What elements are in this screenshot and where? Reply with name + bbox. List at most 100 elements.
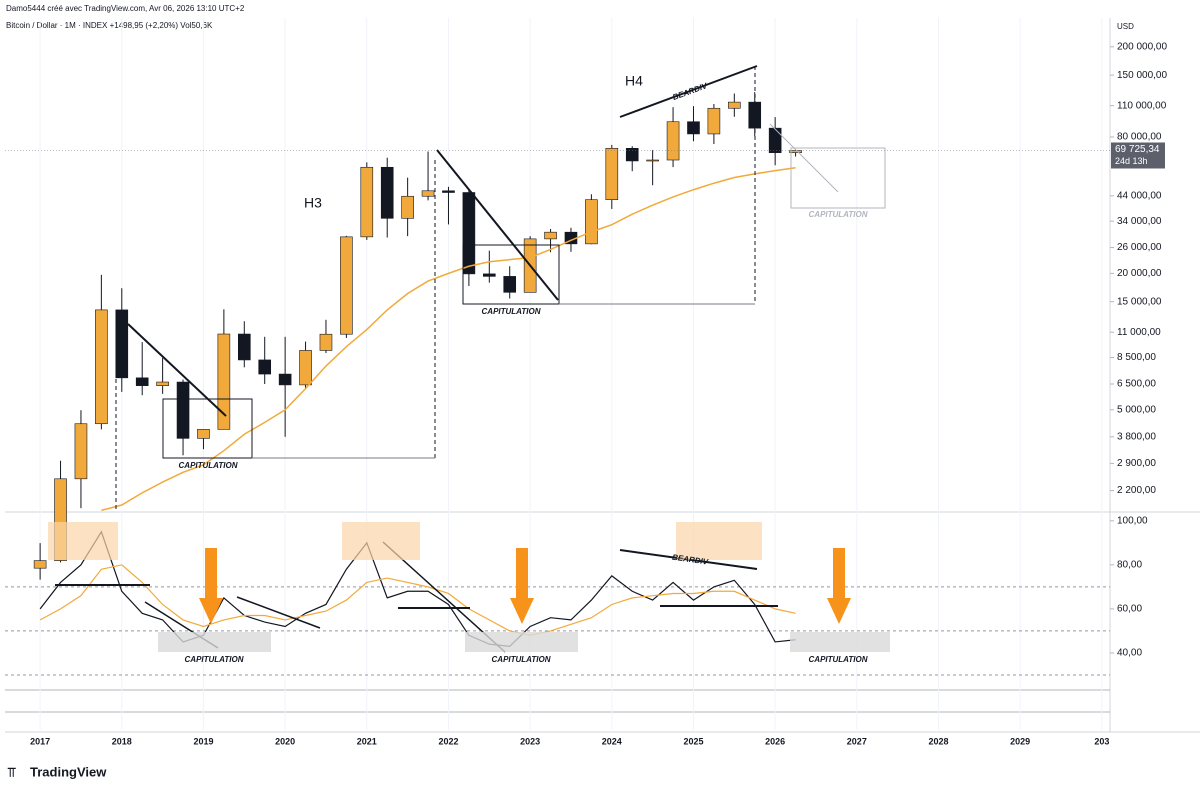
currency: USD (1117, 22, 1134, 31)
y-tick-label: 100,00 (1117, 515, 1148, 526)
trend-line (769, 123, 839, 193)
logo-mark: ⫪ (8, 764, 15, 779)
annotation: CAPITULATION (185, 655, 244, 664)
candle-body (421, 190, 435, 197)
trend-line (436, 149, 559, 301)
candle-body (299, 350, 312, 386)
annotation: H3 (304, 195, 322, 211)
candle-body (380, 166, 394, 219)
x-tick-label: 2020 (275, 736, 295, 746)
x-tick-label: 2027 (847, 736, 867, 746)
moving-average (101, 167, 796, 512)
candle-body (462, 192, 476, 275)
y-tick-label: 11 000,00 (1117, 327, 1161, 338)
y-tick-label: 2 200,00 (1117, 485, 1156, 496)
x-tick-label: 2021 (357, 736, 377, 746)
oscillator-line (39, 564, 796, 636)
candle-body (789, 150, 802, 153)
y-tick-label: 110 000,00 (1117, 100, 1167, 111)
arrow (199, 548, 223, 624)
annotation: H4 (625, 73, 643, 89)
y-tick-label: 200 000,00 (1117, 41, 1167, 52)
y-tick-label: 5 000,00 (1117, 404, 1156, 415)
x-tick-label: 2022 (438, 736, 458, 746)
annotation: CAPITULATION (482, 307, 541, 316)
candle-body (340, 236, 353, 335)
y-tick-label: 40,00 (1117, 648, 1142, 659)
candle-body (687, 121, 700, 135)
y-tick-label: 150 000,00 (1117, 70, 1167, 81)
y-tick-label: 44 000,00 (1117, 190, 1162, 201)
x-tick-label: 2028 (928, 736, 948, 746)
candle-body (156, 381, 169, 386)
annotation: CAPITULATION (179, 461, 238, 470)
candle-body (176, 381, 190, 439)
annotation: CAPITULATION (492, 655, 551, 664)
arrow (510, 548, 534, 624)
candle-body (728, 101, 741, 109)
candle-body (625, 147, 639, 162)
trend-line (619, 65, 758, 118)
zone (342, 522, 420, 560)
countdown-label: 24d 13h (1115, 156, 1148, 166)
y-tick-label: 15 000,00 (1117, 296, 1162, 307)
candle-body (237, 333, 251, 361)
x-tick-label: 2023 (520, 736, 540, 746)
candle-body (95, 309, 108, 425)
y-tick-label: 34 000,00 (1117, 216, 1162, 227)
candle-body (707, 107, 721, 135)
candle-body (442, 190, 455, 193)
x-tick-label: 2017 (30, 736, 50, 746)
candle-body (135, 377, 149, 386)
y-tick-label: 3 800,00 (1117, 431, 1156, 442)
y-tick-label: 80 000,00 (1117, 132, 1162, 143)
x-tick-label: 2018 (112, 736, 132, 746)
candle-body (503, 276, 517, 293)
candle-body (605, 147, 619, 200)
author-line: Damo5444 créé avec TradingView.com, Avr … (6, 4, 245, 13)
candle-body (483, 273, 496, 277)
candle-body (258, 359, 272, 375)
y-tick-label: 20 000,00 (1117, 268, 1162, 279)
y-tick-label: 80,00 (1117, 559, 1142, 570)
last-price-tag (1111, 142, 1165, 169)
annotation: CAPITULATION (809, 655, 868, 664)
candle-body (360, 166, 374, 238)
candle-body (319, 333, 333, 351)
candle-body (646, 159, 659, 162)
candle-body (197, 429, 210, 439)
x-tick-label: 2029 (1010, 736, 1030, 746)
y-tick-label: 60,00 (1117, 604, 1142, 615)
logo-text: TradingView (30, 764, 107, 779)
oscillator-line (39, 530, 796, 647)
last-price-label: 69 725,34 (1115, 144, 1160, 155)
x-tick-label: 2026 (765, 736, 785, 746)
zone (465, 632, 578, 652)
candle-body (401, 195, 414, 219)
candle-body (74, 423, 88, 480)
y-tick-label: 26 000,00 (1117, 242, 1162, 253)
y-tick-label: 6 500,00 (1117, 379, 1156, 390)
zone (790, 632, 890, 652)
capitulation-box (790, 147, 886, 209)
candle-body (768, 127, 782, 153)
highlight-zones (48, 522, 890, 652)
arrow (827, 548, 851, 624)
candle-body (544, 231, 557, 240)
candle-body (278, 373, 292, 386)
annotation: CAPITULATION (809, 210, 868, 219)
logo: ⫪ TradingView (8, 764, 107, 779)
capitulation-box (462, 244, 560, 305)
zone (48, 522, 118, 560)
x-tick-label: 2025 (683, 736, 703, 746)
y-tick-label: 8 500,00 (1117, 352, 1156, 363)
x-tick-label: 203 (1094, 736, 1109, 746)
trend-line (127, 323, 227, 417)
trend-line (236, 596, 321, 629)
candle-body (217, 333, 231, 430)
candle-body (33, 560, 47, 569)
candle-body (585, 199, 598, 245)
